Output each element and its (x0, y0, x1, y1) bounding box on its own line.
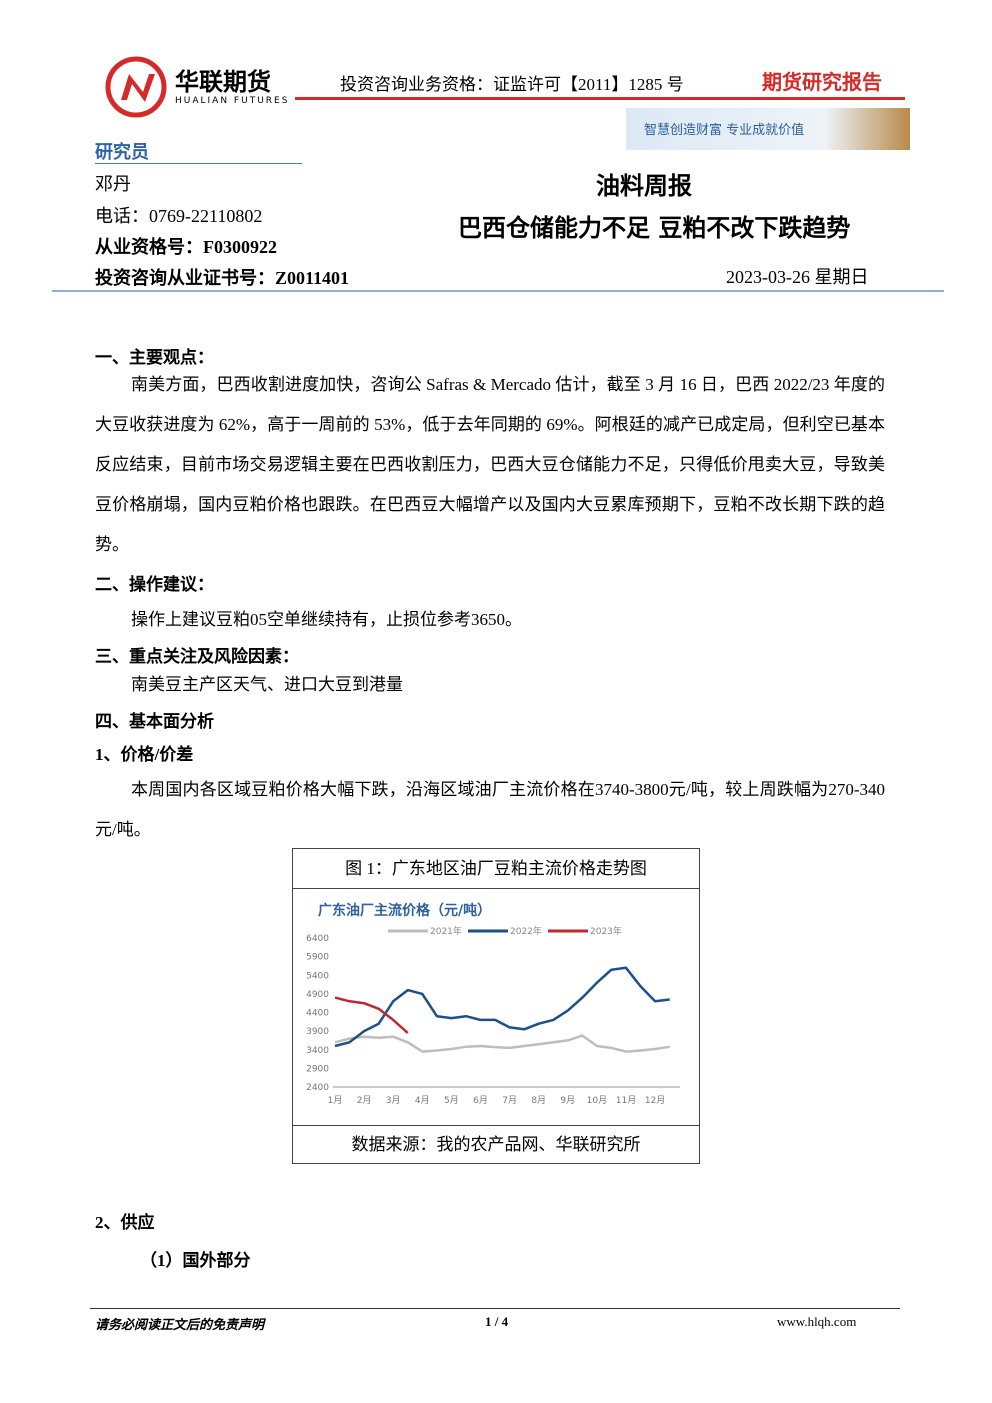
section-heading: 四、基本面分析 (95, 712, 214, 731)
page-number: 1 / 4 (485, 1314, 509, 1329)
footer-rule (90, 1308, 900, 1309)
x-tick-label: 3月 (386, 1095, 401, 1106)
author-phone: 电话：0769-22110802 (95, 206, 263, 226)
author-name: 邓丹 (95, 174, 131, 194)
x-tick-label: 2月 (357, 1095, 372, 1106)
report-title: 巴西仓储能力不足 豆粕不改下跌趋势 (458, 214, 851, 242)
y-tick-label: 6400 (306, 934, 329, 944)
slogan: 智慧创造财富 专业成就价值 (644, 123, 805, 138)
legend-label: 2023年 (590, 925, 622, 937)
x-tick-label: 1月 (328, 1095, 343, 1106)
site: www.hlqh.com (777, 1314, 857, 1329)
author-license: 从业资格号：F0300922 (95, 237, 277, 257)
logo (105, 56, 167, 118)
y-tick-label: 4400 (306, 1009, 329, 1019)
rule (95, 163, 302, 164)
company-en: HUALIAN FUTURES (175, 96, 290, 106)
section-heading: 三、重点关注及风险因素： (95, 647, 299, 666)
x-tick-label: 5月 (444, 1095, 459, 1106)
disclaimer: 请务必阅读正文后的免责声明 (95, 1317, 265, 1332)
author-heading: 研究员 (95, 142, 149, 162)
y-tick-label: 3900 (306, 1027, 329, 1037)
line-series (334, 996, 409, 1034)
report-date: 2023-03-26 星期日 (726, 267, 869, 287)
chart: 广东油厂主流价格（元/吨） 2400 2900 3400 3900 4400 4900 540… (306, 902, 680, 1106)
legend-label: 2022年 (510, 925, 542, 937)
y-tick-label: 2400 (306, 1083, 329, 1093)
x-tick-label: 8月 (531, 1095, 546, 1106)
subheading: 1、价格/价差 (95, 745, 194, 764)
subheading: （1）国外部分 (140, 1251, 251, 1270)
subheading: 2、供应 (95, 1213, 155, 1232)
report-type: 期货研究报告 (762, 72, 882, 94)
x-tick-label: 9月 (560, 1095, 575, 1106)
banner: 智慧创造财富 专业成就价值 (626, 108, 910, 150)
section-heading: 二、操作建议： (95, 575, 214, 594)
x-tick-label: 4月 (415, 1095, 430, 1106)
rule (52, 290, 944, 292)
header-rule (295, 97, 905, 100)
line-series (334, 966, 670, 1048)
y-tick-label: 4900 (306, 990, 329, 1000)
y-tick-label: 3400 (306, 1046, 329, 1056)
figure: 图 1：广东地区油厂豆粕主流价格走势图 数据来源：我的农产品网、华联研究所 (292, 848, 700, 1164)
y-tick-label: 5900 (306, 953, 329, 963)
report-series: 油料周报 (596, 172, 692, 200)
figure-caption: 图 1：广东地区油厂豆粕主流价格走势图 (293, 849, 699, 889)
x-tick-label: 11月 (616, 1095, 636, 1106)
qualification: 投资咨询业务资格：证监许可【2011】1285 号 (340, 75, 684, 94)
y-tick-label: 2900 (306, 1064, 329, 1074)
paragraph: 本周国内各区域豆粕价格大幅下跌，沿海区域油厂主流价格在3740-3800元/吨，… (95, 780, 885, 839)
x-tick-label: 6月 (473, 1095, 488, 1106)
y-tick-label: 5400 (306, 971, 329, 981)
figure-source: 数据来源：我的农产品网、华联研究所 (293, 1125, 699, 1164)
section-heading: 一、主要观点： (95, 348, 214, 367)
chart-title: 广东油厂主流价格（元/吨） (318, 902, 491, 919)
paragraph: 南美豆主产区天气、进口大豆到港量 (131, 675, 403, 694)
x-tick-label: 12月 (645, 1095, 665, 1106)
author-consult: 投资咨询从业证书号：Z0011401 (95, 268, 350, 288)
paragraph: 南美方面，巴西收割进度加快，咨询公 Safras & Mercado 估计，截至… (95, 375, 885, 554)
x-tick-label: 10月 (587, 1095, 607, 1106)
line-series (334, 1034, 670, 1053)
paragraph: 操作上建议豆粕05空单继续持有，止损位参考3650。 (131, 610, 522, 629)
legend-label: 2021年 (430, 925, 462, 937)
x-tick-label: 7月 (502, 1095, 517, 1106)
company: 华联期货 (175, 68, 271, 96)
